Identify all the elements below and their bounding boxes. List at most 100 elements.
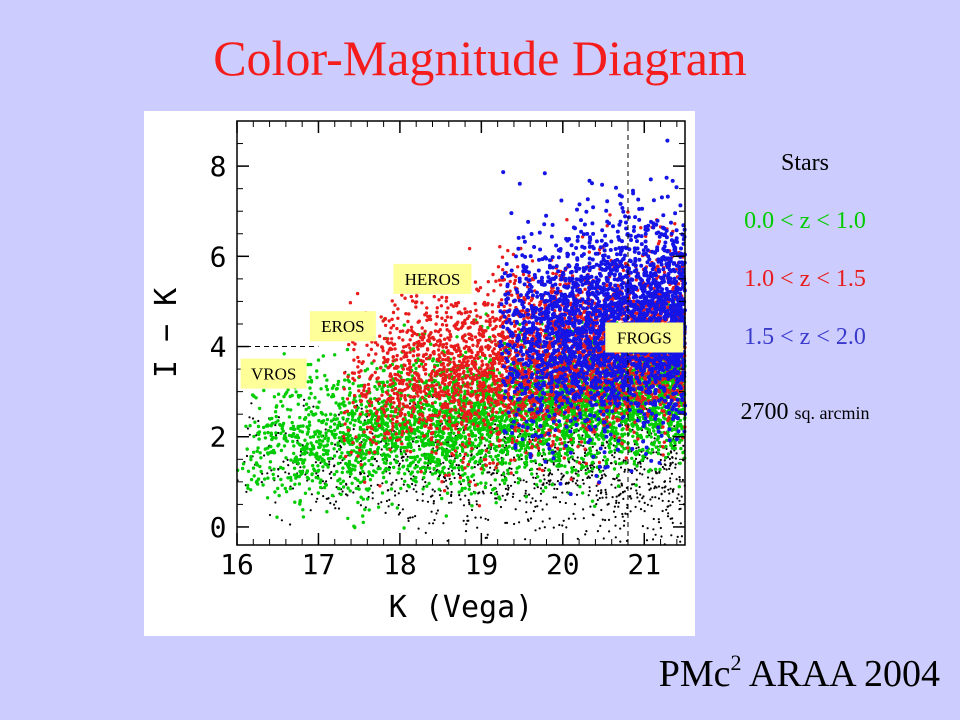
data-point xyxy=(590,467,595,471)
data-point xyxy=(335,450,339,453)
data-point xyxy=(488,471,491,474)
data-point xyxy=(638,472,641,475)
data-point xyxy=(270,437,274,442)
data-point xyxy=(651,477,654,480)
data-point xyxy=(659,458,662,462)
data-point xyxy=(535,483,539,487)
data-point xyxy=(358,420,363,424)
data-point xyxy=(636,492,639,495)
data-point xyxy=(469,429,473,433)
data-point xyxy=(445,454,450,458)
data-point xyxy=(424,531,427,534)
data-point xyxy=(323,462,327,466)
data-point xyxy=(421,443,425,448)
data-point xyxy=(636,451,640,456)
data-point xyxy=(424,441,428,446)
data-point xyxy=(612,420,616,424)
data-point xyxy=(609,462,613,465)
data-point xyxy=(657,518,660,521)
data-point xyxy=(397,464,401,467)
data-point xyxy=(417,445,421,448)
data-point xyxy=(674,463,677,466)
data-point xyxy=(547,437,551,441)
data-point xyxy=(376,505,381,509)
data-point xyxy=(585,530,588,533)
data-point xyxy=(635,424,640,428)
data-point xyxy=(397,467,401,471)
data-point xyxy=(398,462,401,465)
data-point xyxy=(596,530,599,533)
data-point xyxy=(674,457,678,460)
data-point xyxy=(386,424,390,429)
data-point xyxy=(377,401,381,406)
data-point xyxy=(489,484,492,487)
data-point xyxy=(446,539,449,542)
data-point xyxy=(380,501,383,504)
data-point xyxy=(456,466,461,470)
data-point xyxy=(658,467,662,472)
data-point xyxy=(472,407,476,411)
data-point xyxy=(348,472,353,476)
data-point xyxy=(252,474,256,478)
data-point xyxy=(415,490,418,493)
data-point xyxy=(266,476,270,480)
data-point xyxy=(342,442,346,446)
data-point xyxy=(597,437,601,441)
data-point xyxy=(574,482,577,485)
data-point xyxy=(670,451,673,454)
data-point xyxy=(307,487,312,491)
data-point xyxy=(541,489,545,493)
data-point xyxy=(486,533,489,536)
data-point xyxy=(423,461,427,465)
data-point xyxy=(291,424,296,428)
data-point xyxy=(436,423,440,427)
data-point xyxy=(333,413,337,417)
data-point xyxy=(384,511,387,514)
data-point xyxy=(584,533,587,536)
data-point xyxy=(292,466,297,470)
data-point xyxy=(399,452,404,456)
data-point xyxy=(535,472,538,475)
data-point xyxy=(356,384,361,388)
data-point xyxy=(657,497,661,500)
data-point xyxy=(433,471,438,475)
data-point xyxy=(394,494,397,497)
data-point xyxy=(309,391,313,396)
data-point xyxy=(504,476,508,481)
data-point xyxy=(316,464,320,468)
data-point xyxy=(274,436,278,440)
data-point xyxy=(613,451,616,454)
data-point xyxy=(555,464,559,468)
data-point xyxy=(499,418,504,423)
data-point xyxy=(652,538,655,541)
data-point xyxy=(400,477,403,480)
data-point xyxy=(564,501,567,505)
data-point xyxy=(427,408,432,412)
data-point xyxy=(639,493,642,496)
data-point xyxy=(573,459,576,462)
data-point xyxy=(566,457,571,461)
data-point xyxy=(347,401,352,405)
data-point xyxy=(407,470,410,473)
data-point xyxy=(649,435,653,439)
data-point xyxy=(298,457,303,462)
data-point xyxy=(390,502,394,506)
data-point xyxy=(308,435,313,439)
data-point xyxy=(598,497,601,500)
data-point xyxy=(361,497,365,501)
data-point xyxy=(455,463,458,467)
data-point xyxy=(613,505,616,508)
data-point xyxy=(463,436,467,441)
data-point xyxy=(360,407,363,410)
data-point xyxy=(447,424,451,428)
data-point xyxy=(348,433,352,438)
data-point xyxy=(322,495,325,498)
data-point xyxy=(524,495,528,499)
data-point xyxy=(419,425,424,430)
data-point xyxy=(455,335,459,339)
data-point xyxy=(670,534,673,537)
data-point xyxy=(593,504,597,508)
data-point xyxy=(580,456,584,460)
data-point xyxy=(461,478,466,483)
data-point xyxy=(287,472,290,475)
